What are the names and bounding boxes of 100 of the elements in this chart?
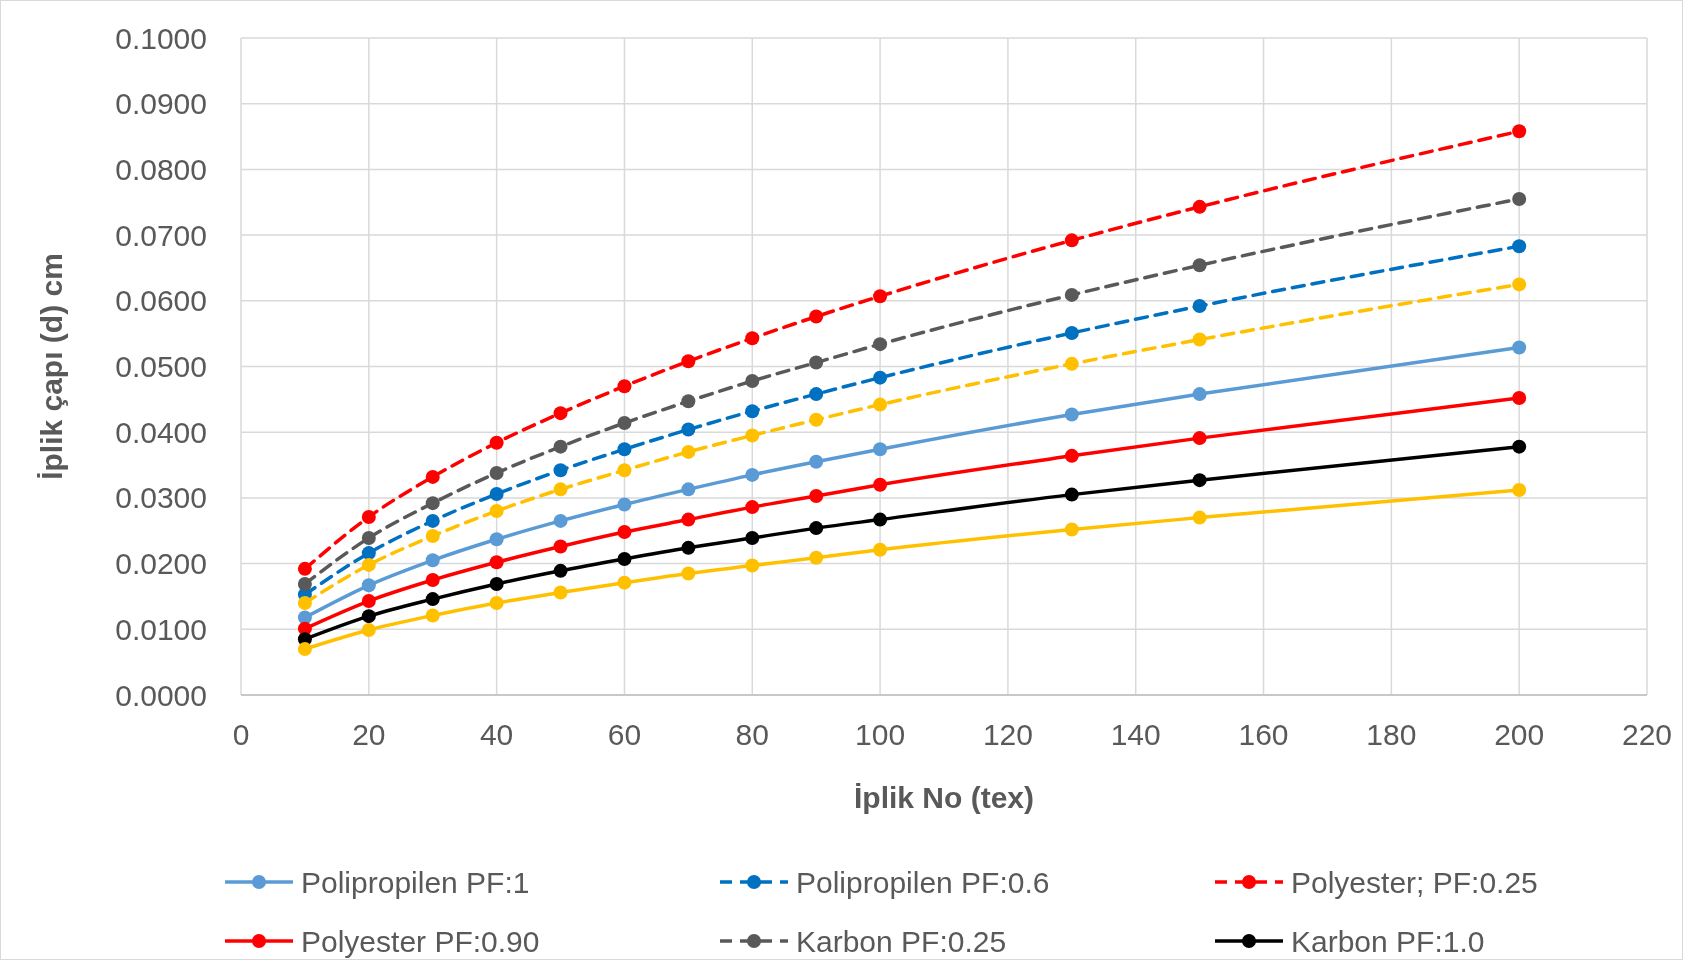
point xyxy=(361,530,376,545)
point xyxy=(617,497,632,512)
point xyxy=(425,469,440,484)
point xyxy=(1192,258,1207,273)
point xyxy=(489,576,504,591)
y-tick-label: 0.0900 xyxy=(115,87,207,121)
x-tick-label: 120 xyxy=(982,718,1033,751)
point xyxy=(1192,510,1207,525)
point xyxy=(809,550,824,565)
point xyxy=(553,439,568,454)
point xyxy=(1192,431,1207,446)
point xyxy=(489,596,504,611)
point xyxy=(1512,483,1527,498)
point xyxy=(617,463,632,478)
point xyxy=(553,463,568,478)
x-tick-label: 60 xyxy=(607,718,642,751)
point xyxy=(489,504,504,519)
point xyxy=(617,416,632,430)
x-tick-label: 0 xyxy=(232,718,250,751)
point xyxy=(1064,233,1079,248)
legend-label: Karbon PF:0.25 xyxy=(796,924,1007,958)
point xyxy=(745,558,760,573)
point xyxy=(553,513,568,528)
point xyxy=(553,406,568,421)
point xyxy=(809,521,824,536)
point xyxy=(681,394,696,409)
point xyxy=(1064,487,1079,502)
point xyxy=(873,477,888,492)
point xyxy=(617,525,632,540)
point xyxy=(1064,325,1079,340)
point xyxy=(361,609,376,624)
point xyxy=(1192,332,1207,347)
point xyxy=(1512,191,1527,206)
point xyxy=(1512,391,1527,406)
point xyxy=(1512,239,1527,254)
point xyxy=(681,422,696,437)
y-tick-label: 0.0600 xyxy=(115,284,207,318)
point xyxy=(489,486,504,501)
x-tick-label: 80 xyxy=(735,718,769,751)
point xyxy=(1064,356,1079,371)
point xyxy=(1064,287,1079,302)
point xyxy=(681,444,696,459)
point xyxy=(617,575,632,590)
point xyxy=(425,496,440,511)
point xyxy=(809,454,824,469)
point xyxy=(553,482,568,497)
point xyxy=(297,596,312,611)
point xyxy=(745,428,760,443)
point xyxy=(1192,299,1207,314)
x-tick-label: 40 xyxy=(479,718,514,751)
point xyxy=(553,539,568,554)
point xyxy=(1512,124,1527,139)
point xyxy=(873,397,888,412)
point xyxy=(1192,473,1207,488)
point xyxy=(617,379,632,394)
point xyxy=(489,532,504,547)
y-tick-label: 0.0300 xyxy=(115,481,207,515)
point xyxy=(873,370,888,385)
y-tick-label: 0.0500 xyxy=(115,350,207,383)
point xyxy=(873,512,888,527)
point xyxy=(809,412,824,427)
point xyxy=(297,561,312,576)
legend-label: Polyester PF:0.90 xyxy=(301,924,540,958)
point xyxy=(809,387,824,402)
point xyxy=(425,608,440,623)
x-tick-label: 100 xyxy=(855,718,906,751)
point xyxy=(425,529,440,544)
legend-label: Polyester; PF:0.25 xyxy=(1291,865,1538,899)
y-tick-label: 0.0200 xyxy=(115,547,207,581)
point xyxy=(297,642,312,657)
point xyxy=(681,482,696,497)
point xyxy=(489,555,504,570)
point xyxy=(681,566,696,581)
point xyxy=(809,355,824,370)
point xyxy=(489,435,504,450)
x-tick-label: 160 xyxy=(1238,718,1289,751)
point xyxy=(425,573,440,588)
point xyxy=(873,337,888,352)
point xyxy=(681,512,696,527)
point xyxy=(361,509,376,524)
point xyxy=(745,530,760,545)
point xyxy=(1064,448,1079,463)
point xyxy=(361,546,376,561)
y-tick-label: 0.0000 xyxy=(115,678,207,712)
point xyxy=(873,442,888,457)
y-tick-label: 0.0700 xyxy=(115,218,207,252)
point xyxy=(361,578,376,593)
point xyxy=(681,540,696,555)
point xyxy=(297,610,312,625)
point xyxy=(1512,340,1527,355)
point xyxy=(361,557,376,572)
point xyxy=(809,309,824,324)
point xyxy=(873,289,888,304)
x-tick-label: 180 xyxy=(1366,718,1417,751)
point xyxy=(681,354,696,369)
legend-label: Karbon PF:1.0 xyxy=(1291,924,1485,958)
y-axis-title: İplik çapı (d) cm xyxy=(35,253,68,480)
x-axis-title: İplik No (tex) xyxy=(853,781,1035,814)
point xyxy=(745,500,760,515)
point xyxy=(361,622,376,637)
